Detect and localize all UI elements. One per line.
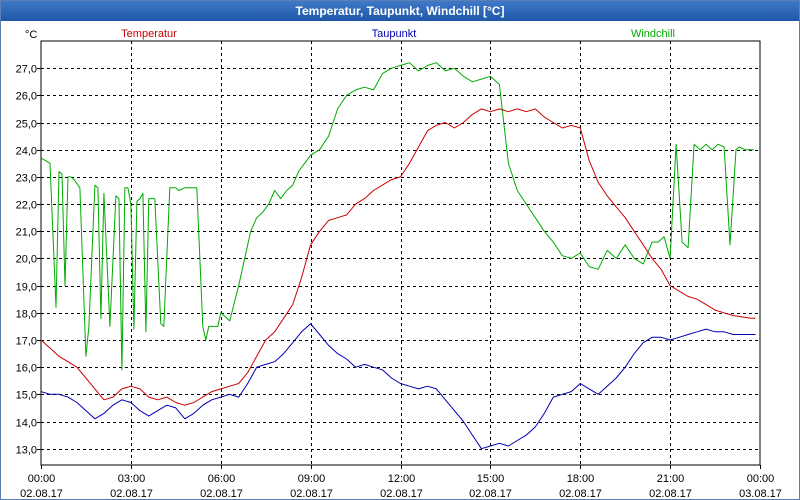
- x-tick-time: 06:00: [208, 473, 236, 485]
- series-line-windchill: [40, 62, 754, 371]
- y-tick-label: 18,0: [16, 309, 37, 321]
- window-title: Temperatur, Taupunkt, Windchill [°C]: [1, 1, 799, 21]
- y-tick-label: 19,0: [16, 282, 37, 294]
- y-tick-label: 26,0: [16, 91, 37, 103]
- y-tick-label: 24,0: [16, 146, 37, 158]
- x-tick-date: 02.08.17: [290, 488, 333, 499]
- x-tick-time: 03:00: [118, 473, 146, 485]
- series-line-taupunkt: [40, 323, 756, 450]
- x-tick-time: 21:00: [657, 473, 685, 485]
- y-tick-label: 23,0: [16, 173, 37, 185]
- x-tick-time: 00:00: [747, 473, 775, 485]
- x-tick-date: 03.08.17: [739, 488, 782, 499]
- y-tick-label: 14,0: [16, 418, 37, 430]
- y-tick-label: 21,0: [16, 227, 37, 239]
- y-tick-label: 13,0: [16, 445, 37, 457]
- x-tick-date: 02.08.17: [380, 488, 423, 499]
- y-tick-label: 25,0: [16, 119, 37, 131]
- x-tick-time: 00:00: [28, 473, 56, 485]
- chart: 13,0 14,0 15,0 16,0 17,0 18,0 19,0 20,0 21,0 22,0…: [16, 28, 782, 499]
- y-tick-label: 22,0: [16, 200, 37, 212]
- x-tick-time: 15:00: [477, 473, 505, 485]
- y-tick-label: 17,0: [16, 336, 37, 348]
- x-tick-date: 02.08.17: [649, 488, 692, 499]
- y-tick-label: 16,0: [16, 363, 37, 375]
- x-tick-time: 12:00: [388, 473, 416, 485]
- x-tick-time: 18:00: [567, 473, 595, 485]
- y-tick-label: 27,0: [16, 64, 37, 76]
- series-line-temperatur: [40, 108, 756, 406]
- legend-temperatur: Temperatur: [121, 28, 177, 40]
- y-tick-label: 20,0: [16, 254, 37, 266]
- x-tick-date: 02.08.17: [559, 488, 602, 499]
- x-tick-date: 02.08.17: [110, 488, 153, 499]
- legend-windchill: Windchill: [631, 28, 675, 40]
- plot-area: [40, 40, 761, 466]
- x-tick-time: 09:00: [298, 473, 326, 485]
- legend-taupunkt: Taupunkt: [372, 28, 417, 40]
- x-tick-date: 02.08.17: [20, 488, 63, 499]
- x-tick-date: 02.08.17: [200, 488, 243, 499]
- x-tick-date: 02.08.17: [469, 488, 512, 499]
- y-axis-label: °C: [25, 29, 37, 41]
- y-tick-label: 15,0: [16, 390, 37, 402]
